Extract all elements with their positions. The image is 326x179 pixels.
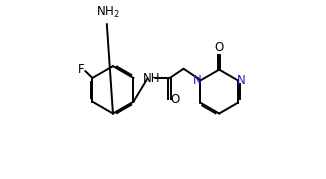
Text: N: N [193,74,201,87]
Text: NH$_2$: NH$_2$ [96,5,120,20]
Text: N: N [237,74,246,87]
Text: O: O [170,93,179,106]
Text: F: F [78,63,84,76]
Text: O: O [215,41,224,54]
Text: NH: NH [143,72,160,85]
